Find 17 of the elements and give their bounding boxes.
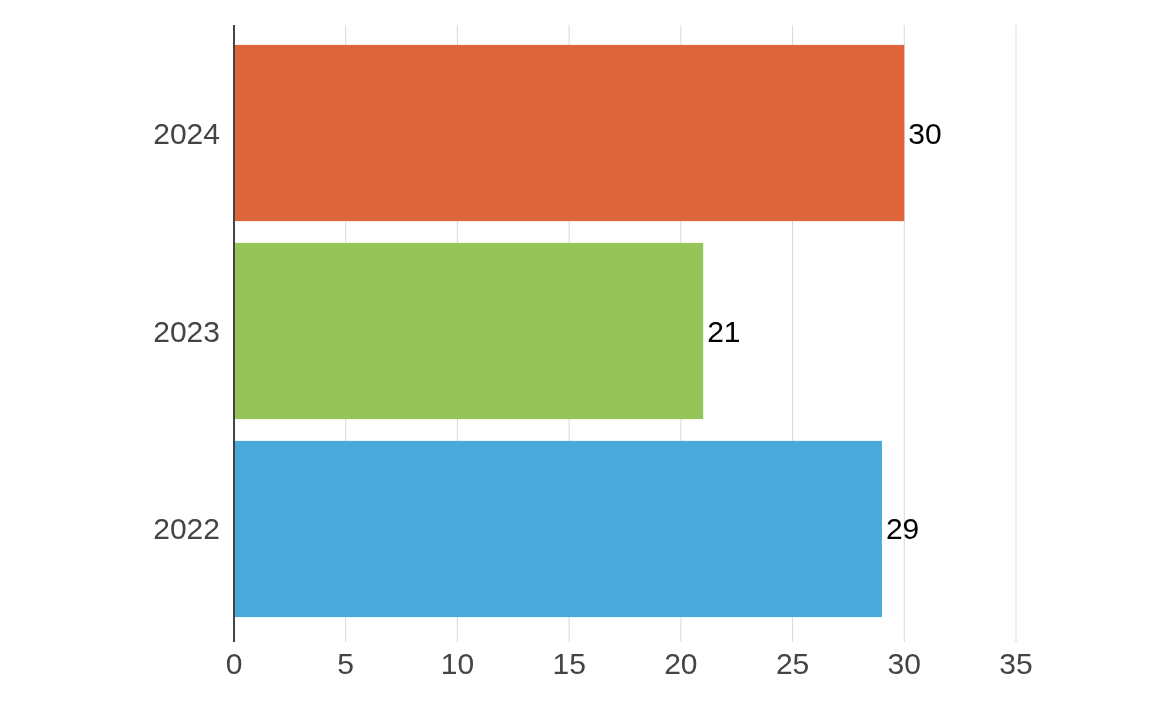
y-tick-label: 2024: [153, 116, 220, 150]
x-tick-label: 20: [664, 646, 698, 680]
x-tick-label: 30: [887, 646, 921, 680]
bar: [234, 44, 905, 222]
x-tick-label: 5: [337, 646, 355, 680]
x-tick-label: 25: [775, 646, 810, 680]
bar: [234, 440, 882, 618]
x-tick-label: 10: [440, 646, 475, 680]
y-tick-label: 2023: [153, 314, 220, 348]
data-label: 30: [908, 116, 942, 150]
x-tick-label: 0: [225, 646, 243, 680]
x-tick-label: 15: [552, 646, 586, 680]
bar: [234, 242, 704, 420]
data-label: 21: [707, 314, 741, 348]
y-tick-label: 2022: [153, 512, 220, 546]
data-label: 29: [885, 512, 920, 546]
x-tick-label: 35: [999, 646, 1033, 680]
